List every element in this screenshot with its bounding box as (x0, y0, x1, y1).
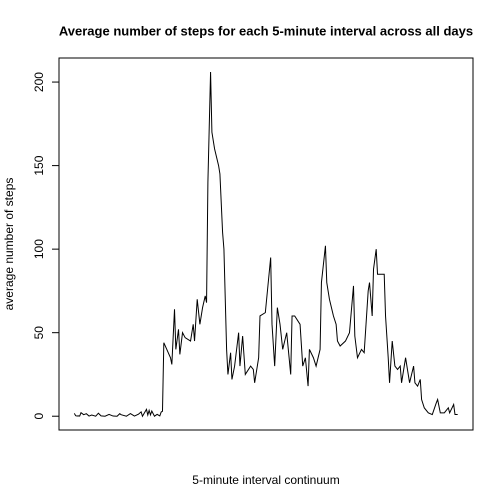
y-tick-label: 150 (32, 155, 46, 175)
plot-box (58, 57, 474, 431)
x-axis-title: 5-minute interval continuum (192, 473, 339, 487)
y-tick-label: 0 (32, 413, 46, 420)
y-tick-label: 50 (32, 326, 46, 340)
chart-title: Average number of steps for each 5-minut… (59, 23, 473, 38)
data-line (73, 72, 458, 418)
y-tick-label: 100 (32, 239, 46, 259)
y-tick-label: 200 (32, 72, 46, 92)
y-axis-title: average number of steps (2, 178, 16, 311)
